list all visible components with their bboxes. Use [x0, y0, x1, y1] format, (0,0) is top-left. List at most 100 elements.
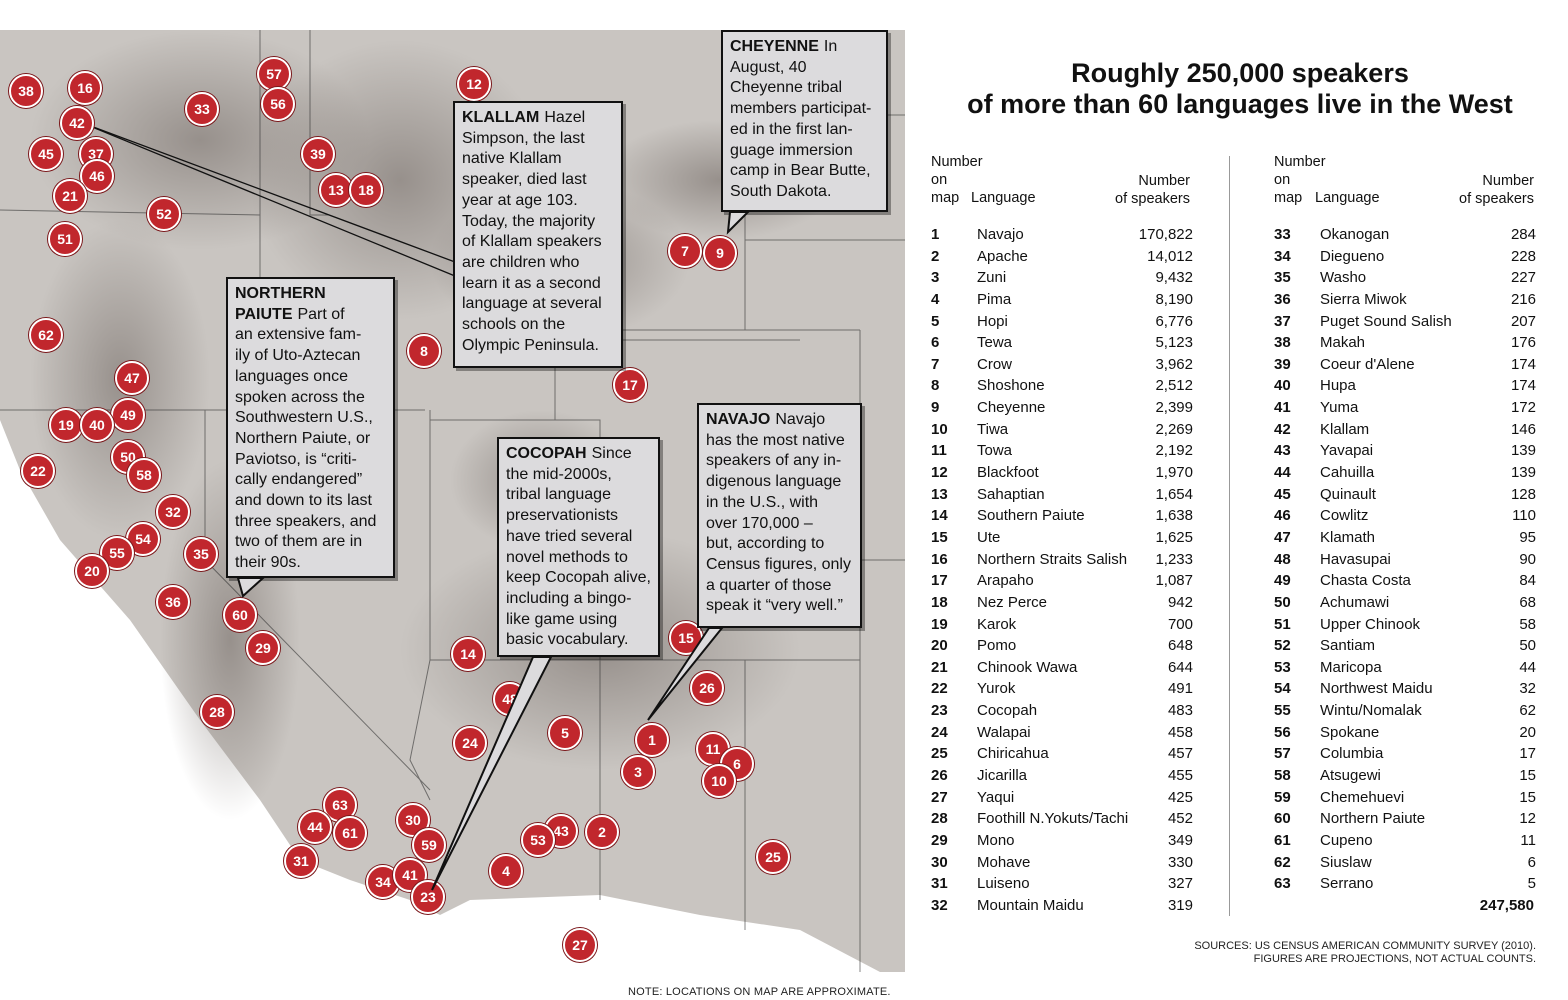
row-language: Cupeno: [1320, 831, 1373, 849]
row-language: Blackfoot: [977, 464, 1039, 482]
map-marker-3[interactable]: 3: [621, 755, 655, 789]
table-row: 11 Towa 2,192: [931, 440, 1193, 462]
map-marker-33[interactable]: 33: [185, 92, 219, 126]
callout-text-line: schools on the: [462, 316, 566, 334]
row-map-number: 22: [931, 680, 948, 698]
row-map-number: 19: [931, 615, 948, 633]
row-map-number: 8: [931, 377, 940, 395]
map-marker-24[interactable]: 24: [453, 726, 487, 760]
map-marker-17[interactable]: 17: [613, 368, 647, 402]
map-marker-47[interactable]: 47: [115, 361, 149, 395]
table-row: 28 Foothill N.Yokuts/Tachi 452: [931, 808, 1193, 830]
map-marker-36[interactable]: 36: [156, 585, 190, 619]
map-marker-42[interactable]: 42: [60, 106, 94, 140]
map-marker-60[interactable]: 60: [223, 598, 257, 632]
map-marker-13[interactable]: 13: [319, 173, 353, 207]
callout-text-line: have tried several: [506, 527, 633, 545]
table-row: 4 Pima 8,190: [931, 289, 1193, 311]
row-language: Tewa: [977, 334, 1013, 352]
map-marker-23[interactable]: 23: [411, 880, 445, 914]
map-marker-56[interactable]: 56: [261, 87, 295, 121]
row-speakers: 942: [1167, 593, 1193, 611]
map-marker-12[interactable]: 12: [457, 67, 491, 101]
table-row: 35 Washo 227: [1274, 267, 1536, 289]
map-marker-22[interactable]: 22: [21, 454, 55, 488]
map-marker-1[interactable]: 1: [635, 723, 669, 757]
callout-text-line: Northern Paiute, or: [235, 429, 371, 447]
row-language: Navajo: [977, 226, 1024, 243]
map-marker-28[interactable]: 28: [200, 695, 234, 729]
map-marker-25[interactable]: 25: [756, 840, 790, 874]
map-marker-21[interactable]: 21: [53, 179, 87, 213]
row-map-number: 38: [1274, 334, 1291, 352]
table-row: 15 Ute 1,625: [931, 527, 1193, 549]
table-row: 34 Diegueno 228: [1274, 246, 1536, 268]
table-row: 32 Mountain Maidu 319: [931, 895, 1193, 917]
table-row: 52 Santiam 50: [1274, 635, 1536, 657]
map-marker-19[interactable]: 19: [49, 408, 83, 442]
map-marker-48[interactable]: 48: [493, 682, 527, 716]
map-marker-2[interactable]: 2: [585, 815, 619, 849]
map-marker-35[interactable]: 35: [184, 537, 218, 571]
row-speakers: 90: [1519, 550, 1536, 568]
map-marker-5[interactable]: 5: [548, 716, 582, 750]
table-row: 6 Tewa 5,123: [931, 332, 1193, 354]
map-marker-26[interactable]: 26: [690, 671, 724, 705]
map-marker-32[interactable]: 32: [156, 495, 190, 529]
header-number-of-speakers-right: Number of speakers: [1459, 173, 1534, 207]
map-marker-45[interactable]: 45: [29, 137, 63, 171]
table-row: 12 Blackfoot 1,970: [931, 462, 1193, 484]
callout-text-line: ily of Uto-Aztecan: [235, 347, 361, 365]
row-language: Klamath: [1320, 528, 1376, 546]
map-marker-4[interactable]: 4: [489, 854, 523, 888]
map-marker-8[interactable]: 8: [407, 334, 441, 368]
map-marker-61[interactable]: 61: [333, 816, 367, 850]
row-language: Sahaptian: [977, 485, 1045, 503]
row-speakers: 15: [1519, 767, 1536, 785]
map-marker-20[interactable]: 20: [75, 554, 109, 588]
row-language: Mohave: [977, 853, 1031, 871]
callout-text-line: speak it “very well.”: [706, 597, 843, 615]
row-map-number: 43: [1274, 442, 1291, 460]
map-marker-27[interactable]: 27: [563, 928, 597, 962]
row-language: Cahuilla: [1320, 464, 1375, 482]
map-marker-59[interactable]: 59: [412, 828, 446, 862]
map-marker-7[interactable]: 7: [668, 234, 702, 268]
row-map-number: 5: [931, 312, 940, 330]
row-map-number: 36: [1274, 290, 1291, 308]
map-marker-9[interactable]: 9: [703, 236, 737, 270]
map-marker-57[interactable]: 57: [257, 57, 291, 91]
row-map-number: 16: [931, 550, 948, 568]
row-map-number: 33: [1274, 226, 1291, 243]
row-speakers: 176: [1510, 334, 1536, 352]
row-speakers: 228: [1510, 247, 1536, 265]
map-marker-14[interactable]: 14: [451, 637, 485, 671]
table-row: 60 Northern Paiute 12: [1274, 808, 1536, 830]
row-speakers: 6: [1527, 853, 1536, 871]
row-language: Sierra Miwok: [1320, 290, 1407, 308]
map-marker-49[interactable]: 49: [111, 398, 145, 432]
table-row: 19 Karok 700: [931, 614, 1193, 636]
map-marker-46[interactable]: 46: [80, 159, 114, 193]
row-speakers: 1,087: [1155, 572, 1193, 590]
row-map-number: 35: [1274, 269, 1291, 287]
map-marker-39[interactable]: 39: [301, 137, 335, 171]
map-marker-44[interactable]: 44: [298, 810, 332, 844]
map-marker-29[interactable]: 29: [246, 631, 280, 665]
map-marker-40[interactable]: 40: [80, 408, 114, 442]
row-language: Mono: [977, 831, 1015, 849]
map-marker-16[interactable]: 16: [68, 71, 102, 105]
map-marker-18[interactable]: 18: [349, 173, 383, 207]
map-marker-31[interactable]: 31: [284, 844, 318, 878]
map-marker-10[interactable]: 10: [702, 764, 736, 798]
map-marker-52[interactable]: 52: [147, 197, 181, 231]
map-marker-62[interactable]: 62: [29, 318, 63, 352]
map-marker-53[interactable]: 53: [521, 823, 555, 857]
row-speakers: 455: [1167, 767, 1193, 785]
map-marker-51[interactable]: 51: [48, 222, 82, 256]
row-language: Maricopa: [1320, 658, 1382, 676]
map-marker-38[interactable]: 38: [9, 74, 43, 108]
table-row: 54 Northwest Maidu 32: [1274, 678, 1536, 700]
header-language-right: Language: [1315, 190, 1380, 206]
map-marker-58[interactable]: 58: [127, 458, 161, 492]
